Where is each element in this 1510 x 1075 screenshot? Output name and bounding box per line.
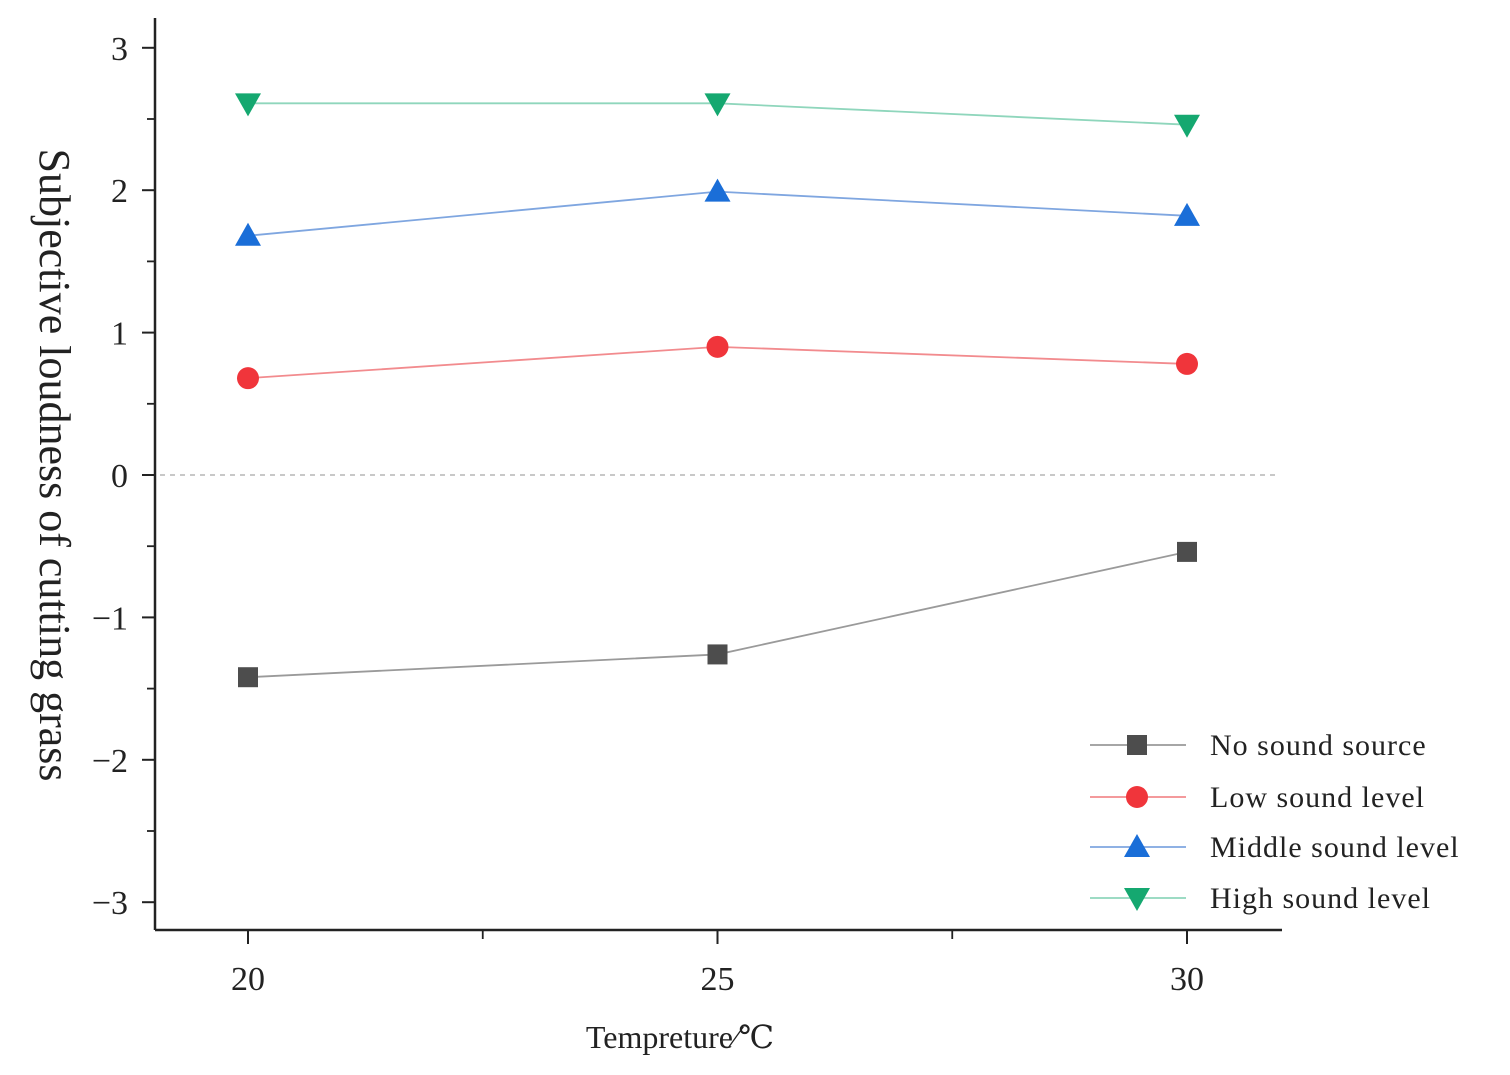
- data-point: [707, 644, 728, 665]
- data-point: [1174, 114, 1200, 138]
- data-point: [1176, 352, 1198, 375]
- y-tick-label: 1: [111, 316, 128, 353]
- x-axis-title: Tempreture∕℃: [586, 1019, 774, 1055]
- y-tick-label: −3: [92, 885, 128, 922]
- series-no-sound-source: [238, 541, 1197, 688]
- data-point: [704, 178, 731, 202]
- data-point: [1174, 202, 1200, 226]
- series-low-sound-level: [237, 335, 1198, 390]
- series-layer: [235, 93, 1200, 688]
- legend-item: No sound source: [1090, 729, 1427, 762]
- data-point: [235, 93, 261, 117]
- x-tick-label: 25: [701, 961, 735, 998]
- y-tick-label: −1: [92, 600, 128, 637]
- series-middle-sound-level: [235, 178, 1200, 246]
- data-point: [704, 93, 731, 117]
- axes-layer: [153, 18, 1282, 932]
- legend: No sound source Low sound level Middle sou…: [1090, 729, 1460, 915]
- x-tick-label: 20: [231, 961, 265, 998]
- legend-item: Low sound level: [1090, 781, 1425, 814]
- legend-item: High sound level: [1090, 882, 1431, 915]
- legend-label: Middle sound level: [1210, 831, 1460, 864]
- y-tick-label: 3: [111, 31, 128, 68]
- data-point: [706, 335, 729, 358]
- legend-label: High sound level: [1210, 882, 1431, 915]
- y-tick-label: 2: [111, 173, 128, 210]
- legend-label: No sound source: [1210, 729, 1427, 762]
- y-tick-label: −2: [92, 743, 128, 780]
- legend-label: Low sound level: [1210, 781, 1425, 814]
- series-high-sound-level: [235, 93, 1200, 138]
- data-point: [1177, 541, 1197, 562]
- legend-marker: [1126, 786, 1148, 808]
- legend-marker: [1124, 834, 1150, 857]
- legend-item: Middle sound level: [1090, 831, 1460, 864]
- data-point: [235, 222, 261, 246]
- ticks-layer: 3 2 1 0 −1 −2 −3 20 25 30: [92, 31, 1204, 998]
- y-axis-title: Subjective loudness of cutting grass: [30, 148, 79, 781]
- data-point: [238, 667, 258, 688]
- legend-marker: [1127, 735, 1147, 755]
- legend-marker: [1124, 888, 1150, 911]
- data-point: [237, 367, 259, 390]
- y-tick-label: 0: [111, 458, 128, 495]
- x-tick-label: 30: [1170, 961, 1204, 998]
